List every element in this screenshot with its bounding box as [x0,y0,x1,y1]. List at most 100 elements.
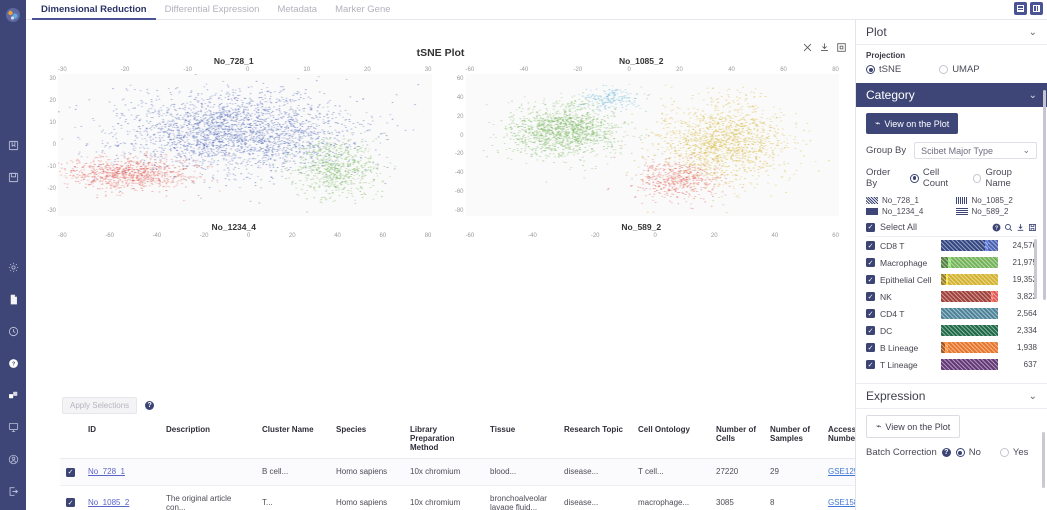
save-icon[interactable] [1028,223,1037,232]
tab-metadata[interactable]: Metadata [277,3,318,15]
tab-dimensional-reduction[interactable]: Dimensional Reduction [32,0,156,20]
help-icon[interactable]: ? [145,401,155,410]
category-checkbox[interactable]: ✓ [866,292,875,301]
category-row[interactable]: ✓ T Lineage 637 [866,356,1037,373]
table-row[interactable]: ✓ No_728_1 B cell... Homo sapiens 10x ch… [60,458,855,486]
table-row[interactable]: ✓ No_1085_2 The original article con... … [60,485,855,510]
order-option-cell-count[interactable]: Cell Count [910,167,965,189]
batch-option-yes[interactable]: Yes [999,447,1028,458]
bookmark-icon[interactable] [2,134,24,156]
axis-tick: -40 [152,233,162,239]
category-row[interactable]: ✓ B Lineage 1,938 [866,339,1037,356]
category-bar [941,359,998,370]
category-checkbox[interactable]: ✓ [866,326,875,335]
legend-item-2: No_1234_4 [866,207,948,216]
group-by-select[interactable]: Scibet Major Type ⌄ [914,142,1037,159]
category-checkbox[interactable]: ✓ [866,343,875,352]
category-row[interactable]: ✓ CD4 T 2,564 [866,305,1037,322]
gear-icon[interactable] [2,256,24,278]
legend-item-3: No_589_2 [955,207,1038,216]
pattern-swatch-icon [866,208,878,215]
axis-tick: -30 [47,208,56,214]
app-logo[interactable] [2,4,24,26]
dataset-link[interactable]: No_728_1 [88,467,125,477]
right-panel-scrollbar[interactable] [1043,90,1046,300]
category-row[interactable]: ✓ NK 3,823 [866,288,1037,305]
category-bar [941,291,998,302]
accession-link[interactable]: GSE158055 [828,498,855,507]
axis-tick: 20 [456,113,464,120]
bar-segment [941,359,998,370]
category-checkbox[interactable]: ✓ [866,258,875,267]
help-icon[interactable]: ? [2,352,24,374]
axis-tick: 40 [334,233,341,239]
category-checkbox[interactable]: ✓ [866,275,875,284]
chevron-down-icon[interactable]: ⌄ [1028,26,1037,38]
category-row[interactable]: ✓ Macrophage 21,975 [866,254,1037,271]
category-row[interactable]: ✓ DC 2,334 [866,322,1037,339]
layout-rows-icon[interactable] [1014,2,1027,15]
fullscreen-icon[interactable] [836,42,847,56]
category-row[interactable]: ✓ CD8 T 24,576 [866,237,1037,254]
select-all-checkbox[interactable]: ✓ [866,222,875,232]
crosshair-icon[interactable] [802,42,813,56]
plot-section-header[interactable]: Plot ⌄ [856,20,1047,45]
tab-differential-expression[interactable]: Differential Expression [164,3,260,15]
presentation-icon[interactable] [2,416,24,438]
order-option-group-name[interactable]: Group Name [972,167,1037,189]
scatter-canvas-0[interactable] [58,74,432,216]
apply-selections-button[interactable]: Apply Selections [62,397,138,414]
expression-view-on-plot-button[interactable]: ⌁ View on the Plot [866,415,961,438]
category-list-scrollbar[interactable] [1034,239,1037,299]
plot-column: tSNE Plot [26,20,1045,510]
projection-option-tsne[interactable]: tSNE [866,64,901,75]
tab-marker-gene[interactable]: Marker Gene [335,3,391,15]
chevron-down-icon[interactable]: ⌄ [1028,89,1037,101]
category-row[interactable]: ✓Fibroblast390 [866,373,1037,375]
category-checkbox[interactable]: ✓ [866,360,875,369]
accession-link[interactable]: GSE125527 [828,467,855,477]
cell-library: 10x chromium [404,485,484,510]
puzzle-icon[interactable] [2,384,24,406]
category-row[interactable]: ✓ Epithelial Cell 19,352 [866,271,1037,288]
history-icon[interactable] [2,320,24,342]
category-section-header[interactable]: Category ⌄ [856,83,1047,107]
row-checkbox[interactable]: ✓ [66,498,75,508]
search-icon[interactable] [1004,223,1013,232]
batch-option-no[interactable]: No [955,447,981,458]
category-view-on-plot-button[interactable]: ⌁ View on the Plot [866,113,959,134]
legend-label: No_728_1 [882,196,919,205]
category-label: NK [880,291,892,302]
category-checkbox[interactable]: ✓ [866,309,875,318]
download-icon[interactable] [1016,223,1025,232]
category-list[interactable]: ✓ CD8 T 24,576 ✓ Macrophage 21,975 ✓ Epithelial… [866,237,1037,375]
archive-icon[interactable] [2,166,24,188]
category-checkbox[interactable]: ✓ [866,241,875,250]
bar-segment [985,240,988,251]
radio-icon [866,65,875,74]
logout-icon[interactable] [2,480,24,502]
chevron-down-icon[interactable]: ⌄ [1028,390,1037,402]
download-icon[interactable] [819,42,830,56]
panel-title: No_1234_4 [211,222,256,232]
plot-section-body: Projection tSNE UMAP [856,45,1047,83]
dataset-link[interactable]: No_1085_2 [88,498,130,507]
expression-section-header[interactable]: Expression ⌄ [856,383,1047,409]
account-icon[interactable] [2,448,24,470]
projection-option-umap[interactable]: UMAP [939,64,980,75]
axis-tick: 0 [52,142,56,148]
help-icon[interactable]: ? [941,448,951,457]
bar-segment [941,291,992,302]
category-value: 3,823 [1016,292,1037,301]
layout-columns-icon[interactable] [1030,2,1043,15]
help-icon[interactable]: ? [992,223,1001,232]
legend-label: No_589_2 [971,207,1009,216]
chart-icon: ⌁ [876,421,882,431]
cell-tissue: bronchoalveolar lavage fluid... [484,485,558,510]
document-icon[interactable] [2,288,24,310]
bar-segment [941,342,945,353]
plot-grid: No_728_1 -30 -20 -10 0 10 20 30 30 20 10 0 -10 -20-… [26,20,855,390]
scatter-canvas-1[interactable] [465,74,839,216]
row-checkbox[interactable]: ✓ [66,467,75,477]
category-value: 24,576 [1012,241,1037,250]
